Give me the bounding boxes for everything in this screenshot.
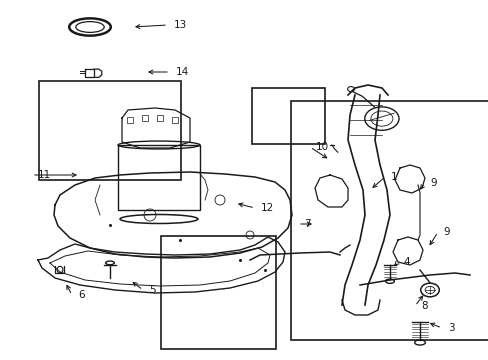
- Text: 14: 14: [176, 67, 189, 77]
- Bar: [127, 117, 133, 123]
- Bar: [172, 117, 178, 123]
- Text: 5: 5: [148, 285, 155, 295]
- Text: 12: 12: [260, 203, 274, 213]
- Bar: [251, 88, 325, 144]
- Text: 9: 9: [443, 227, 449, 237]
- Bar: [290, 101, 488, 340]
- Bar: [161, 236, 276, 349]
- Bar: [118, 145, 200, 210]
- Text: 3: 3: [447, 323, 453, 333]
- Text: 13: 13: [174, 20, 187, 30]
- Bar: [142, 115, 148, 121]
- Text: 7: 7: [303, 219, 310, 229]
- Bar: [157, 115, 163, 121]
- Text: 9: 9: [430, 178, 437, 188]
- Text: 8: 8: [420, 301, 427, 311]
- Text: 1: 1: [390, 172, 397, 182]
- Text: 10: 10: [315, 142, 328, 152]
- Text: 4: 4: [403, 257, 409, 267]
- Text: 11: 11: [38, 170, 51, 180]
- Bar: [39, 81, 181, 180]
- Text: 6: 6: [78, 290, 84, 300]
